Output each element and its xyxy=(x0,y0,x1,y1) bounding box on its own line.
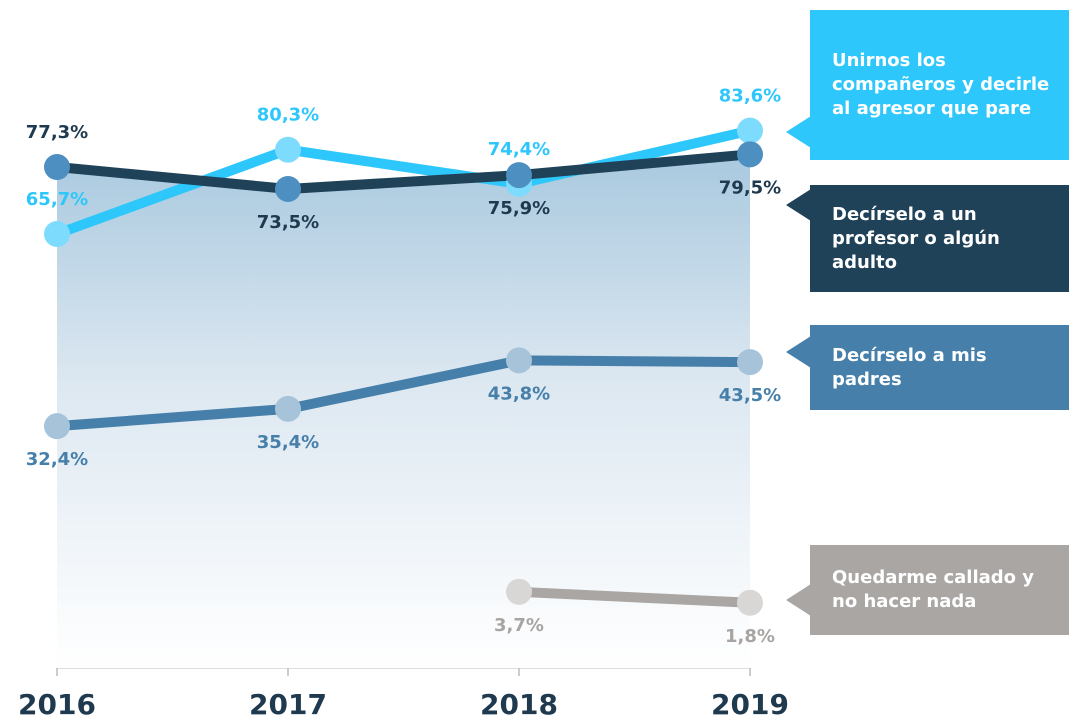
value-label: 75,9% xyxy=(488,198,550,219)
legend-pointer xyxy=(786,336,811,368)
value-label: 35,4% xyxy=(257,432,319,453)
value-label: 79,5% xyxy=(719,177,781,198)
value-label: 73,5% xyxy=(257,212,319,233)
series-line xyxy=(518,586,751,608)
marker xyxy=(44,154,70,181)
legend-box: Decírselo a un profesor o algún adulto xyxy=(810,185,1069,292)
area xyxy=(57,154,750,668)
value-label: 83,6% xyxy=(719,86,781,107)
marker xyxy=(275,175,301,202)
x-tick-label: 2016 xyxy=(18,688,96,721)
value-label: 77,3% xyxy=(26,122,88,143)
x-tick-label: 2017 xyxy=(249,688,327,721)
marker xyxy=(506,578,532,605)
series-line xyxy=(56,149,751,194)
legend-box: Unirnos los compañeros y decirle al agre… xyxy=(810,10,1069,160)
series-line xyxy=(56,355,751,432)
legend-box: Quedarme callado y no hacer nada xyxy=(810,545,1069,635)
legend-pointer xyxy=(786,584,811,616)
marker xyxy=(506,162,532,189)
value-label: 3,7% xyxy=(494,615,544,636)
marker xyxy=(44,220,70,247)
marker xyxy=(737,117,763,144)
value-label: 1,8% xyxy=(725,626,775,647)
x-tick-label: 2019 xyxy=(711,688,789,721)
legend-box: Decírselo a mis padres xyxy=(810,325,1069,410)
marker xyxy=(737,141,763,168)
x-tick-label: 2018 xyxy=(480,688,558,721)
marker xyxy=(44,413,70,440)
marker xyxy=(506,347,532,374)
series-line xyxy=(55,125,752,239)
marker xyxy=(737,589,763,616)
legend-pointer xyxy=(786,116,811,148)
value-label: 80,3% xyxy=(257,105,319,126)
value-label: 43,5% xyxy=(719,385,781,406)
marker xyxy=(275,395,301,422)
marker xyxy=(737,349,763,376)
legend-pointer xyxy=(786,189,811,221)
value-label: 65,7% xyxy=(26,189,88,210)
value-label: 43,8% xyxy=(488,383,550,404)
marker xyxy=(275,136,301,163)
value-label: 74,4% xyxy=(488,139,550,160)
value-label: 32,4% xyxy=(26,449,88,470)
